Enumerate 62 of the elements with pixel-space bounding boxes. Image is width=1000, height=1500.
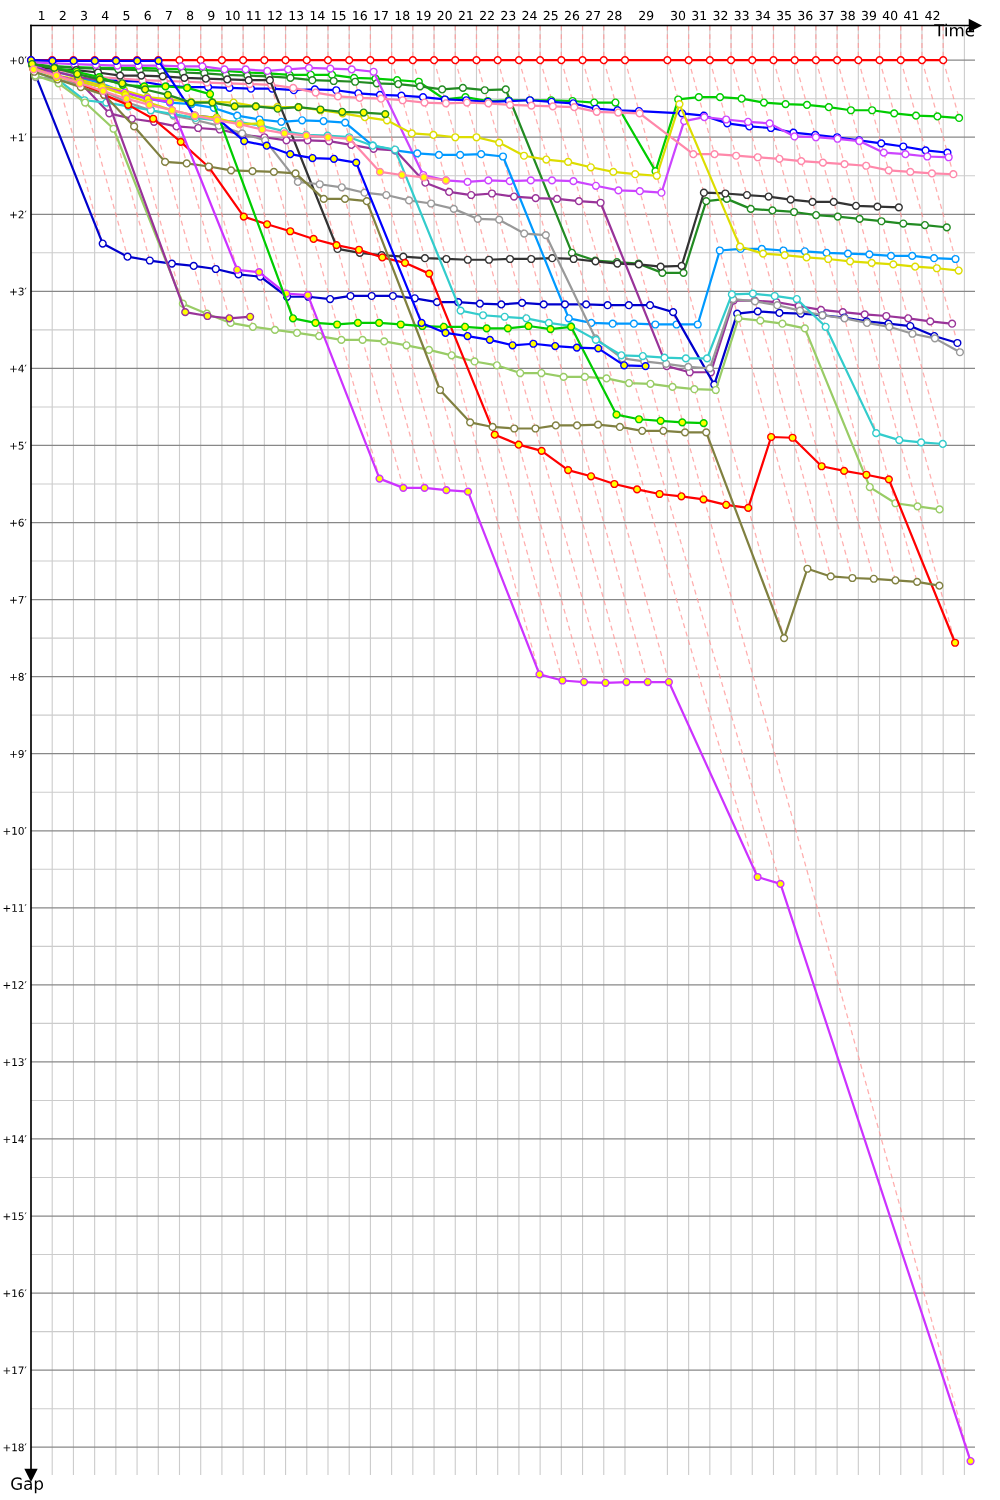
- x-tick-label: 41: [904, 11, 919, 21]
- y-tick-label: +10′: [3, 826, 27, 835]
- y-tick-label: +3′: [10, 287, 27, 296]
- y-tick-label: +11′: [3, 904, 27, 912]
- x-tick-label: 29: [639, 10, 654, 21]
- y-tick-label: +13′: [3, 1058, 27, 1067]
- x-tick-label: 2: [59, 10, 66, 21]
- x-tick-label: 3: [81, 10, 88, 21]
- x-tick-label: 16: [353, 10, 367, 21]
- x-tick-label: 32: [713, 10, 728, 21]
- y-tick-label: +15′: [3, 1212, 27, 1221]
- x-tick-label: 20: [437, 10, 452, 21]
- y-axis-title: Gap: [11, 1477, 44, 1494]
- y-tick-label: +16′: [3, 1289, 27, 1298]
- x-tick-label: 14: [310, 11, 325, 21]
- x-tick-label: 8: [186, 10, 194, 21]
- x-tick-label: 19: [416, 10, 431, 21]
- x-tick-label: 42: [925, 10, 940, 21]
- x-tick-label: 36: [798, 10, 813, 21]
- x-tick-label: 6: [144, 10, 151, 21]
- x-tick-label: 1: [39, 11, 45, 21]
- y-tick-label: +14′: [3, 1135, 27, 1143]
- x-tick-label: 9: [208, 10, 215, 21]
- y-tick-label: +9′: [10, 749, 27, 758]
- y-tick-label: +2′: [10, 210, 27, 219]
- x-tick-label: 39: [861, 10, 877, 21]
- x-tick-label: 35: [777, 10, 791, 21]
- y-tick-label: +7′: [10, 595, 27, 604]
- y-tick-label: +12′: [3, 981, 27, 989]
- x-tick-label: 11: [247, 11, 261, 21]
- x-tick-label: 34: [755, 10, 771, 21]
- x-tick-label: 24: [522, 10, 537, 21]
- y-tick-label: +17′: [3, 1366, 27, 1375]
- x-tick-label: 28: [607, 10, 622, 21]
- x-tick-label: 22: [480, 10, 494, 21]
- x-tick-label: 7: [165, 11, 172, 21]
- x-tick-label: 40: [882, 10, 898, 21]
- x-tick-label: 38: [840, 10, 855, 21]
- x-tick-label: 25: [543, 10, 558, 21]
- x-tick-label: 37: [819, 10, 834, 21]
- y-tick-label: +6′: [10, 518, 27, 527]
- y-tick-label: +1′: [10, 133, 27, 142]
- x-tick-label: 17: [374, 11, 388, 21]
- x-tick-label: 26: [564, 10, 580, 21]
- x-tick-label: 18: [395, 10, 410, 21]
- x-tick-label: 15: [332, 11, 346, 21]
- x-tick-label: 21: [458, 10, 473, 21]
- y-tick-label: +5′: [10, 441, 27, 450]
- x-tick-label: 23: [501, 10, 516, 21]
- x-tick-label: 4: [101, 11, 109, 21]
- x-tick-label: 27: [586, 10, 601, 21]
- y-tick-label: +18′: [3, 1443, 27, 1452]
- x-tick-label: 13: [289, 10, 304, 21]
- y-tick-label: +0′: [10, 56, 27, 65]
- x-tick-label: 33: [734, 10, 749, 21]
- y-tick-label: +4′: [10, 364, 27, 373]
- x-tick-label: 5: [123, 11, 130, 21]
- x-tick-label: 31: [692, 10, 707, 21]
- x-tick-label: 30: [671, 10, 686, 21]
- x-tick-label: 12: [268, 10, 282, 21]
- y-tick-label: +8′: [10, 672, 27, 681]
- x-tick-label: 10: [225, 10, 240, 21]
